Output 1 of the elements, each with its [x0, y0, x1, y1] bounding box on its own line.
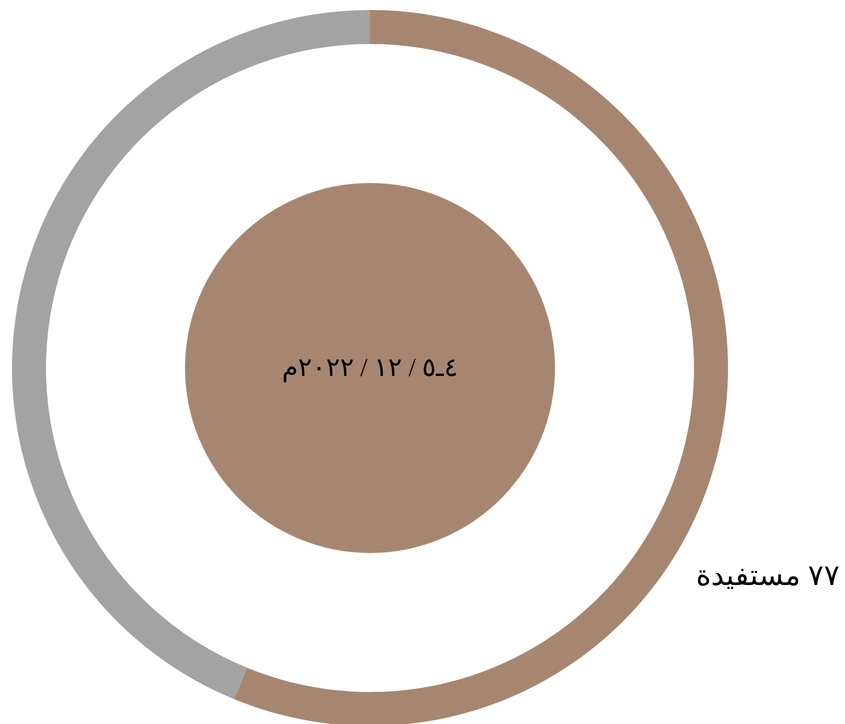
title: ٤ـ٥ / ١٢ / ٢٠٢٢م — [282, 353, 458, 382]
